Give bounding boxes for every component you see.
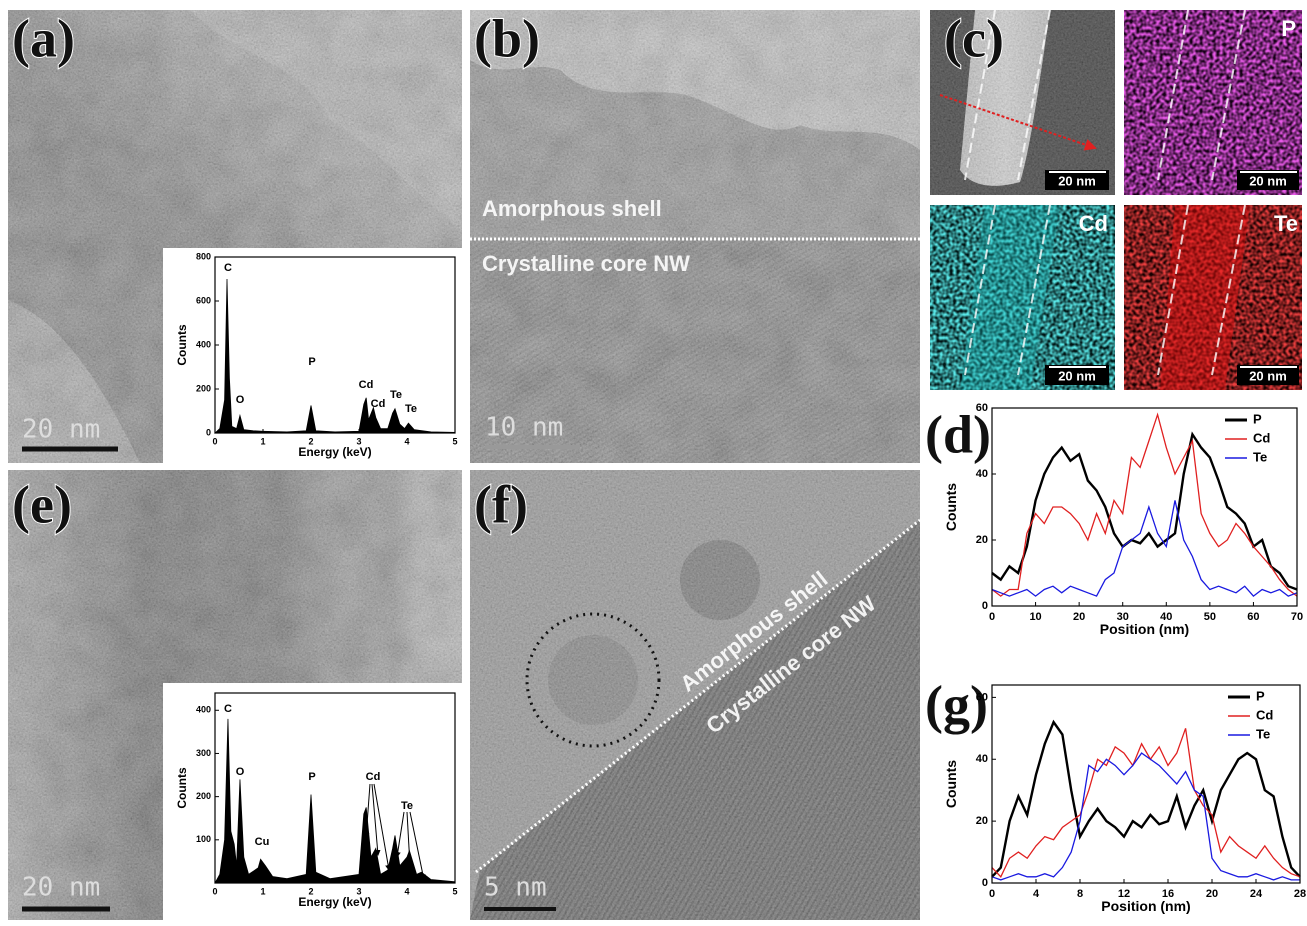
scale-bar-label: 20 nm <box>1058 368 1096 383</box>
element-label: Te <box>1274 211 1298 236</box>
y-tick-label: 0 <box>982 600 988 612</box>
y-tick-label: 200 <box>196 791 211 801</box>
y-tick-label: 40 <box>976 468 988 480</box>
legend-label: P <box>1256 688 1265 703</box>
plot-frame <box>992 408 1297 606</box>
legend-label: P <box>1253 411 1262 426</box>
x-tick-label: 0 <box>212 886 217 896</box>
y-tick-label: 20 <box>976 534 988 546</box>
x-tick-label: 8 <box>1077 888 1083 900</box>
scale-bar-label: 5 nm <box>484 873 547 903</box>
legend-label: Cd <box>1253 430 1270 445</box>
x-tick-label: 70 <box>1291 611 1303 623</box>
profile-line <box>992 415 1297 596</box>
peak-label: Cd <box>371 398 386 410</box>
peak-label: O <box>236 766 245 778</box>
scale-bar-label: 10 nm <box>485 413 563 443</box>
x-tick-label: 4 <box>404 436 409 446</box>
peak-label: Te <box>401 800 413 812</box>
element-label: P <box>1281 16 1296 41</box>
panel-label: (f) <box>474 474 528 534</box>
y-tick-label: 60 <box>976 691 988 703</box>
y-axis-label: Counts <box>943 760 959 808</box>
scale-bar-label: 20 nm <box>1058 173 1096 188</box>
legend-label: Cd <box>1256 707 1273 722</box>
x-tick-label: 10 <box>1029 611 1041 623</box>
panel-label: (e) <box>12 474 72 534</box>
peak-label: Te <box>390 389 402 401</box>
profile-line <box>992 728 1300 877</box>
legend-label: Te <box>1256 726 1270 741</box>
y-axis-label: Counts <box>943 483 959 531</box>
element-label: Cd <box>1079 211 1108 236</box>
profile-line <box>992 434 1297 589</box>
x-tick-label: 5 <box>452 436 457 446</box>
x-tick-label: 1 <box>260 436 265 446</box>
y-tick-label: 400 <box>196 705 211 715</box>
scale-bar-label: 20 nm <box>1249 368 1287 383</box>
y-axis-label: Counts <box>175 324 189 366</box>
y-tick-label: 40 <box>976 753 988 765</box>
scale-bar-label: 20 nm <box>1249 173 1287 188</box>
x-axis-label: Energy (keV) <box>298 445 371 459</box>
panel-label: (a) <box>12 8 75 68</box>
y-tick-label: 800 <box>196 251 211 261</box>
y-tick-label: 400 <box>196 339 211 349</box>
legend-label: Te <box>1253 449 1267 464</box>
panel-label: (g) <box>925 674 988 734</box>
x-tick-label: 1 <box>260 886 265 896</box>
panel-label: (c) <box>944 8 1004 68</box>
tem-image-b <box>470 10 920 463</box>
figure: (a) 20 nm (b) Amorphous shell Crystallin… <box>0 0 1307 926</box>
y-tick-label: 20 <box>976 815 988 827</box>
x-tick-label: 60 <box>1247 611 1259 623</box>
y-tick-label: 0 <box>206 427 211 437</box>
y-tick-label: 60 <box>976 402 988 414</box>
peak-label: C <box>224 262 232 274</box>
peak-label: O <box>236 394 245 406</box>
x-tick-label: 0 <box>989 888 995 900</box>
x-axis-label: Position (nm) <box>1101 898 1190 914</box>
x-tick-label: 20 <box>1073 611 1085 623</box>
peak-label: P <box>308 771 315 783</box>
annotation: Crystalline core NW <box>482 251 690 276</box>
peak-label: Cd <box>366 771 381 783</box>
scale-bar-label: 20 nm <box>22 415 100 445</box>
x-tick-label: 50 <box>1204 611 1216 623</box>
x-tick-label: 20 <box>1206 888 1218 900</box>
tem-image-f <box>470 470 920 920</box>
y-axis-label: Counts <box>175 767 189 809</box>
x-tick-label: 4 <box>1033 888 1040 900</box>
x-tick-label: 4 <box>404 886 409 896</box>
y-tick-label: 0 <box>982 877 988 889</box>
y-tick-label: 200 <box>196 383 211 393</box>
page: (a) 20 nm (b) Amorphous shell Crystallin… <box>0 0 1307 926</box>
profile-line <box>992 500 1297 596</box>
x-tick-label: 24 <box>1250 888 1263 900</box>
y-tick-label: 300 <box>196 748 211 758</box>
peak-label: Cd <box>359 379 374 391</box>
y-tick-label: 100 <box>196 834 211 844</box>
x-axis-label: Energy (keV) <box>298 895 371 909</box>
peak-label: C <box>224 703 232 715</box>
plot-frame <box>992 685 1300 883</box>
x-axis-label: Position (nm) <box>1100 621 1189 637</box>
x-tick-label: 0 <box>212 436 217 446</box>
x-tick-label: 0 <box>989 611 995 623</box>
x-tick-label: 28 <box>1294 888 1306 900</box>
peak-label: Te <box>405 403 417 415</box>
x-tick-label: 5 <box>452 886 457 896</box>
annotation: Amorphous shell <box>482 196 662 221</box>
profile-line <box>992 722 1300 877</box>
scale-bar-label: 20 nm <box>22 873 100 903</box>
y-tick-label: 600 <box>196 295 211 305</box>
profile-line <box>992 753 1300 880</box>
peak-label: Cu <box>255 836 270 848</box>
peak-label: P <box>308 356 315 368</box>
panel-label: (b) <box>474 8 540 68</box>
